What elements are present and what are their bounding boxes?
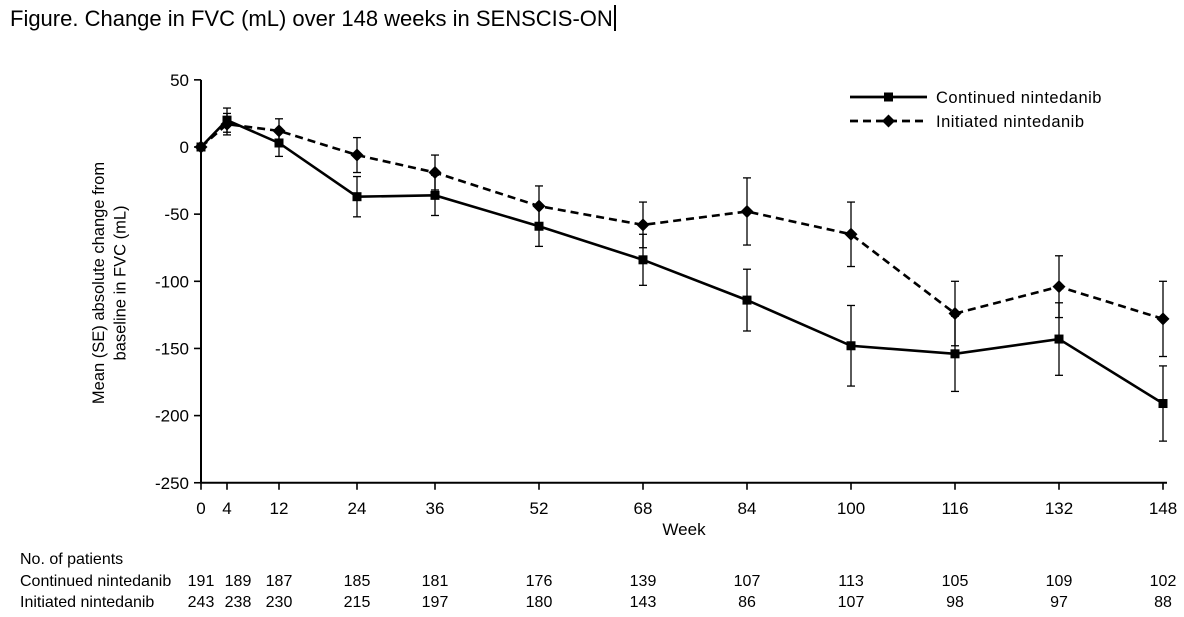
data-point-marker-square bbox=[352, 192, 362, 202]
patients-count: 107 bbox=[837, 594, 865, 611]
x-tick-label: 36 bbox=[426, 499, 445, 518]
x-tick-label: 116 bbox=[941, 499, 968, 518]
legend: Continued nintedanib Initiated nintedanib bbox=[850, 89, 1102, 131]
data-point-marker-diamond bbox=[428, 166, 442, 180]
y-axis-title: Mean (SE) absolute change from baseline i… bbox=[90, 162, 130, 404]
x-axis-title: Week bbox=[662, 520, 706, 539]
y-tick-label: 50 bbox=[170, 71, 189, 90]
x-tick-label: 100 bbox=[837, 499, 865, 518]
data-point-marker-diamond bbox=[220, 117, 234, 131]
y-tick-label: -150 bbox=[155, 339, 189, 358]
data-point-marker-diamond bbox=[194, 140, 208, 154]
patients-count: 107 bbox=[733, 573, 761, 590]
patients-count: 185 bbox=[343, 573, 371, 590]
figure-title[interactable]: Figure. Change in FVC (mL) over 148 week… bbox=[10, 4, 616, 34]
y-tick-label: 0 bbox=[180, 138, 189, 157]
patients-count: 180 bbox=[525, 594, 553, 611]
data-point-marker-diamond bbox=[844, 227, 858, 241]
patients-row-label-initiated: Initiated nintedanib bbox=[20, 594, 155, 611]
patients-count: 88 bbox=[1154, 594, 1172, 611]
x-tick-label: 148 bbox=[1149, 499, 1177, 518]
data-point-marker-square bbox=[534, 221, 544, 231]
patients-count: 102 bbox=[1149, 573, 1177, 590]
patients-count: 86 bbox=[738, 594, 756, 611]
data-point-marker-square bbox=[1158, 399, 1168, 409]
data-point-marker-square bbox=[884, 92, 893, 102]
patients-count: 98 bbox=[946, 594, 964, 611]
patients-count: 113 bbox=[838, 573, 864, 590]
patients-table-heading: No. of patients bbox=[20, 551, 124, 568]
legend-item: Continued nintedanib bbox=[850, 89, 1102, 107]
patients-count: 143 bbox=[629, 594, 657, 611]
data-point-marker-square bbox=[846, 341, 856, 351]
text-cursor bbox=[613, 5, 616, 31]
x-tick-label: 0 bbox=[196, 499, 205, 518]
x-tick-label: 4 bbox=[222, 499, 231, 518]
patients-count: 181 bbox=[421, 573, 449, 590]
patients-count: 243 bbox=[187, 594, 215, 611]
patients-count: 187 bbox=[265, 573, 293, 590]
y-tick-label: -50 bbox=[164, 205, 189, 224]
patients-count: 109 bbox=[1045, 573, 1073, 590]
data-point-marker-diamond bbox=[272, 124, 286, 138]
patients-count: 189 bbox=[224, 573, 252, 590]
series-markers-initiated bbox=[194, 117, 1170, 326]
y-tick-label: -250 bbox=[155, 474, 189, 493]
x-tick-label: 12 bbox=[270, 499, 289, 518]
legend-label: Continued nintedanib bbox=[936, 89, 1102, 107]
data-point-marker-diamond bbox=[1052, 280, 1066, 294]
data-point-marker-diamond bbox=[948, 307, 962, 321]
x-tick-label: 52 bbox=[530, 499, 549, 518]
legend-item: Initiated nintedanib bbox=[850, 113, 1085, 131]
data-point-marker-square bbox=[950, 349, 960, 359]
data-point-marker-square bbox=[430, 190, 440, 200]
data-point-marker-square bbox=[274, 138, 284, 148]
patients-count: 176 bbox=[525, 573, 553, 590]
patients-count: 105 bbox=[941, 573, 969, 590]
data-point-marker-diamond bbox=[740, 204, 754, 218]
x-tick-label: 24 bbox=[348, 499, 367, 518]
patients-count: 215 bbox=[343, 594, 371, 611]
data-point-marker-diamond bbox=[636, 218, 650, 232]
series-markers-continued bbox=[196, 115, 1168, 409]
patients-count: 238 bbox=[224, 594, 252, 611]
patients-count: 139 bbox=[629, 573, 657, 590]
series-line-initiated bbox=[200, 122, 1164, 321]
y-tick-label: -200 bbox=[155, 407, 189, 426]
error-bars-initiated bbox=[223, 112, 1167, 358]
patients-count: 97 bbox=[1050, 594, 1068, 611]
x-tick-label: 84 bbox=[738, 499, 757, 518]
x-tick-label: 68 bbox=[634, 499, 653, 518]
series-line-continued bbox=[200, 118, 1164, 405]
data-point-marker-diamond bbox=[882, 114, 895, 128]
patients-row-label-continued: Continued nintedanib bbox=[20, 573, 172, 590]
x-tick-label: 132 bbox=[1045, 499, 1073, 518]
data-point-marker-square bbox=[1054, 334, 1064, 344]
y-tick-label: -100 bbox=[155, 272, 189, 291]
data-point-marker-square bbox=[742, 295, 752, 305]
data-point-marker-diamond bbox=[532, 199, 546, 213]
data-point-marker-diamond bbox=[350, 148, 364, 162]
data-point-marker-square bbox=[638, 255, 648, 265]
patients-count: 197 bbox=[421, 594, 449, 611]
data-point-marker-diamond bbox=[1156, 312, 1170, 326]
patients-count: 230 bbox=[265, 594, 293, 611]
patients-count: 191 bbox=[187, 573, 215, 590]
figure-title-text: Figure. Change in FVC (mL) over 148 week… bbox=[10, 6, 613, 31]
legend-label: Initiated nintedanib bbox=[936, 113, 1085, 131]
